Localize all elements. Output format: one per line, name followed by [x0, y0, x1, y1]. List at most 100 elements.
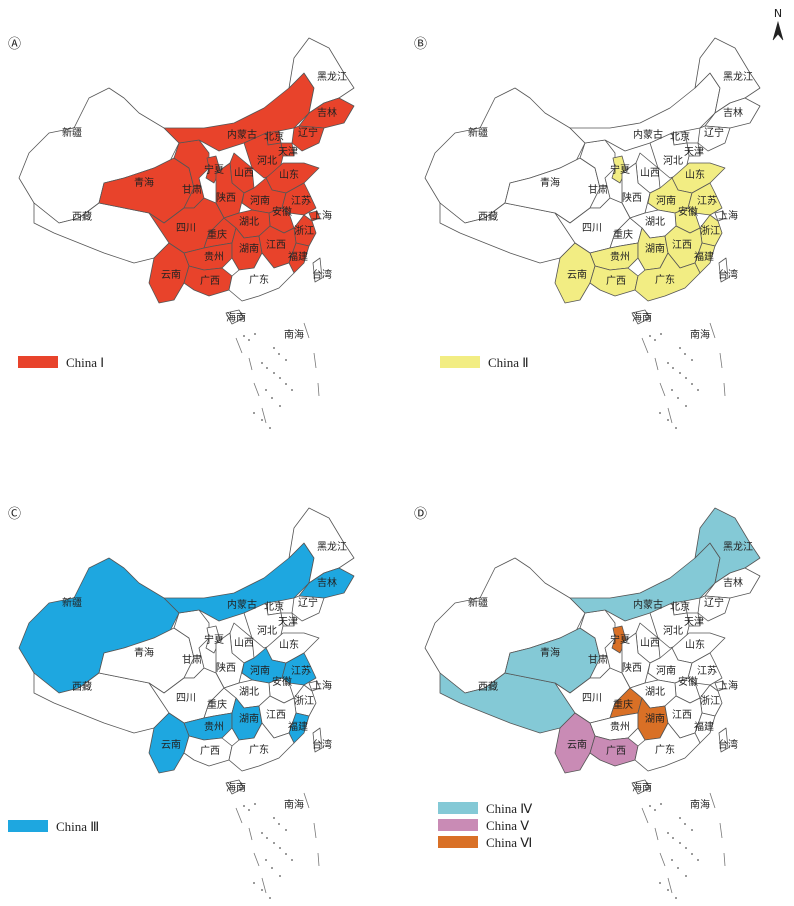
province-heilongjiang	[288, 37, 355, 114]
province-label-guangxi: 广西	[606, 275, 626, 287]
province-label-hebei: 河北	[663, 155, 683, 167]
province-label-yunnan: 云南	[161, 268, 181, 281]
legend-swatch-china6	[438, 836, 478, 848]
legend-label-china5: China Ⅴ	[486, 818, 529, 833]
province-label-taiwan: 台湾	[718, 738, 738, 751]
province-label-hainan: 海南	[632, 311, 652, 324]
province-label-hebei: 河北	[663, 625, 683, 637]
province-label-beijing: 北京	[670, 600, 690, 613]
province-label-hubei: 湖北	[239, 686, 259, 698]
province-label-taiwan: 台湾	[312, 738, 332, 751]
province-label-hubei: 湖北	[645, 216, 665, 228]
nanhai-label: 南海	[284, 798, 304, 811]
province-label-jiangsu: 江苏	[291, 664, 311, 677]
province-label-tianjin: 天津	[684, 616, 704, 628]
province-label-jilin: 吉林	[317, 576, 337, 589]
province-label-neimenggu: 内蒙古	[227, 128, 257, 141]
province-hainan	[225, 779, 245, 795]
province-label-liaoning: 辽宁	[704, 126, 724, 139]
province-label-zhejiang: 浙江	[294, 695, 314, 707]
province-label-hunan: 湖南	[645, 242, 665, 255]
province-label-yunnan: 云南	[567, 738, 587, 751]
province-label-jiangsu: 江苏	[697, 664, 717, 677]
legend-swatch-china2	[440, 356, 480, 368]
province-label-guangdong: 广东	[655, 743, 675, 756]
province-label-shaanxi: 陕西	[216, 191, 236, 204]
province-label-liaoning: 辽宁	[704, 596, 724, 609]
province-label-jiangsu: 江苏	[697, 194, 717, 207]
province-label-neimenggu: 内蒙古	[227, 598, 257, 611]
north-arrow-icon	[772, 20, 784, 41]
province-hebei	[649, 602, 690, 649]
province-label-chongqing: 重庆	[613, 698, 633, 711]
province-label-chongqing: 重庆	[207, 698, 227, 711]
province-taiwan	[312, 257, 323, 283]
province-label-anhui: 安徽	[272, 205, 292, 218]
province-hainan	[225, 309, 245, 325]
south-china-sea-islands	[641, 322, 726, 429]
legend-swatch-china1	[18, 356, 58, 368]
province-label-sichuan: 四川	[582, 223, 602, 234]
province-label-guizhou: 贵州	[204, 720, 224, 733]
province-label-qinghai: 青海	[540, 176, 560, 189]
panel-mark: Ⓓ	[414, 507, 427, 522]
province-label-liaoning: 辽宁	[298, 126, 318, 139]
province-label-beijing: 北京	[264, 600, 284, 613]
province-label-shaanxi: 陕西	[622, 661, 642, 674]
province-label-qinghai: 青海	[540, 646, 560, 659]
legend-swatch-china4	[438, 802, 478, 814]
province-label-fujian: 福建	[288, 250, 308, 263]
province-label-hainan: 海南	[226, 311, 246, 324]
panel-mark: Ⓐ	[8, 37, 21, 52]
province-label-yunnan: 云南	[161, 738, 181, 751]
province-shanghai	[714, 210, 727, 222]
province-label-hebei: 河北	[257, 625, 277, 637]
province-label-gansu: 甘肃	[588, 183, 608, 196]
province-heilongjiang	[288, 507, 355, 584]
province-label-zhejiang: 浙江	[700, 695, 720, 707]
province-label-henan: 河南	[250, 664, 270, 677]
legend-swatch-china3	[8, 820, 48, 832]
south-china-sea-islands	[235, 322, 320, 429]
province-label-jiangxi: 江西	[672, 709, 692, 721]
province-label-xizang: 西藏	[72, 681, 92, 693]
province-label-beijing: 北京	[670, 130, 690, 143]
panel-mark: Ⓑ	[414, 37, 427, 52]
nanhai-label: 南海	[690, 328, 710, 341]
province-hebei	[243, 602, 284, 649]
south-china-sea-islands	[235, 792, 320, 899]
province-label-shanghai: 上海	[718, 209, 738, 222]
province-label-guangxi: 广西	[200, 745, 220, 757]
province-label-fujian: 福建	[288, 720, 308, 733]
province-label-shaanxi: 陕西	[216, 661, 236, 674]
panel-mark: Ⓒ	[8, 507, 21, 522]
province-label-xizang: 西藏	[478, 681, 498, 693]
province-label-shanxi: 山西	[234, 167, 254, 179]
province-heilongjiang	[694, 507, 761, 584]
north-arrow: N	[772, 7, 784, 41]
province-guangdong	[228, 252, 295, 302]
province-label-ningxia: 宁夏	[610, 633, 630, 646]
province-guangdong	[228, 722, 295, 772]
province-label-ningxia: 宁夏	[204, 633, 224, 646]
north-arrow-label: N	[774, 7, 782, 20]
province-label-xinjiang: 新疆	[468, 596, 488, 609]
legend-label-china2: China Ⅱ	[488, 355, 529, 370]
province-label-tianjin: 天津	[278, 146, 298, 158]
province-label-hunan: 湖南	[645, 712, 665, 725]
province-label-qinghai: 青海	[134, 176, 154, 189]
province-label-hunan: 湖南	[239, 242, 259, 255]
province-label-sichuan: 四川	[176, 223, 196, 234]
province-label-shandong: 山东	[279, 638, 299, 651]
province-guangdong	[634, 722, 701, 772]
province-label-shanghai: 上海	[312, 209, 332, 222]
province-label-shandong: 山东	[685, 638, 705, 651]
province-taiwan	[718, 727, 729, 753]
province-label-jiangxi: 江西	[266, 709, 286, 721]
province-label-heilongjiang: 黑龙江	[317, 540, 347, 553]
